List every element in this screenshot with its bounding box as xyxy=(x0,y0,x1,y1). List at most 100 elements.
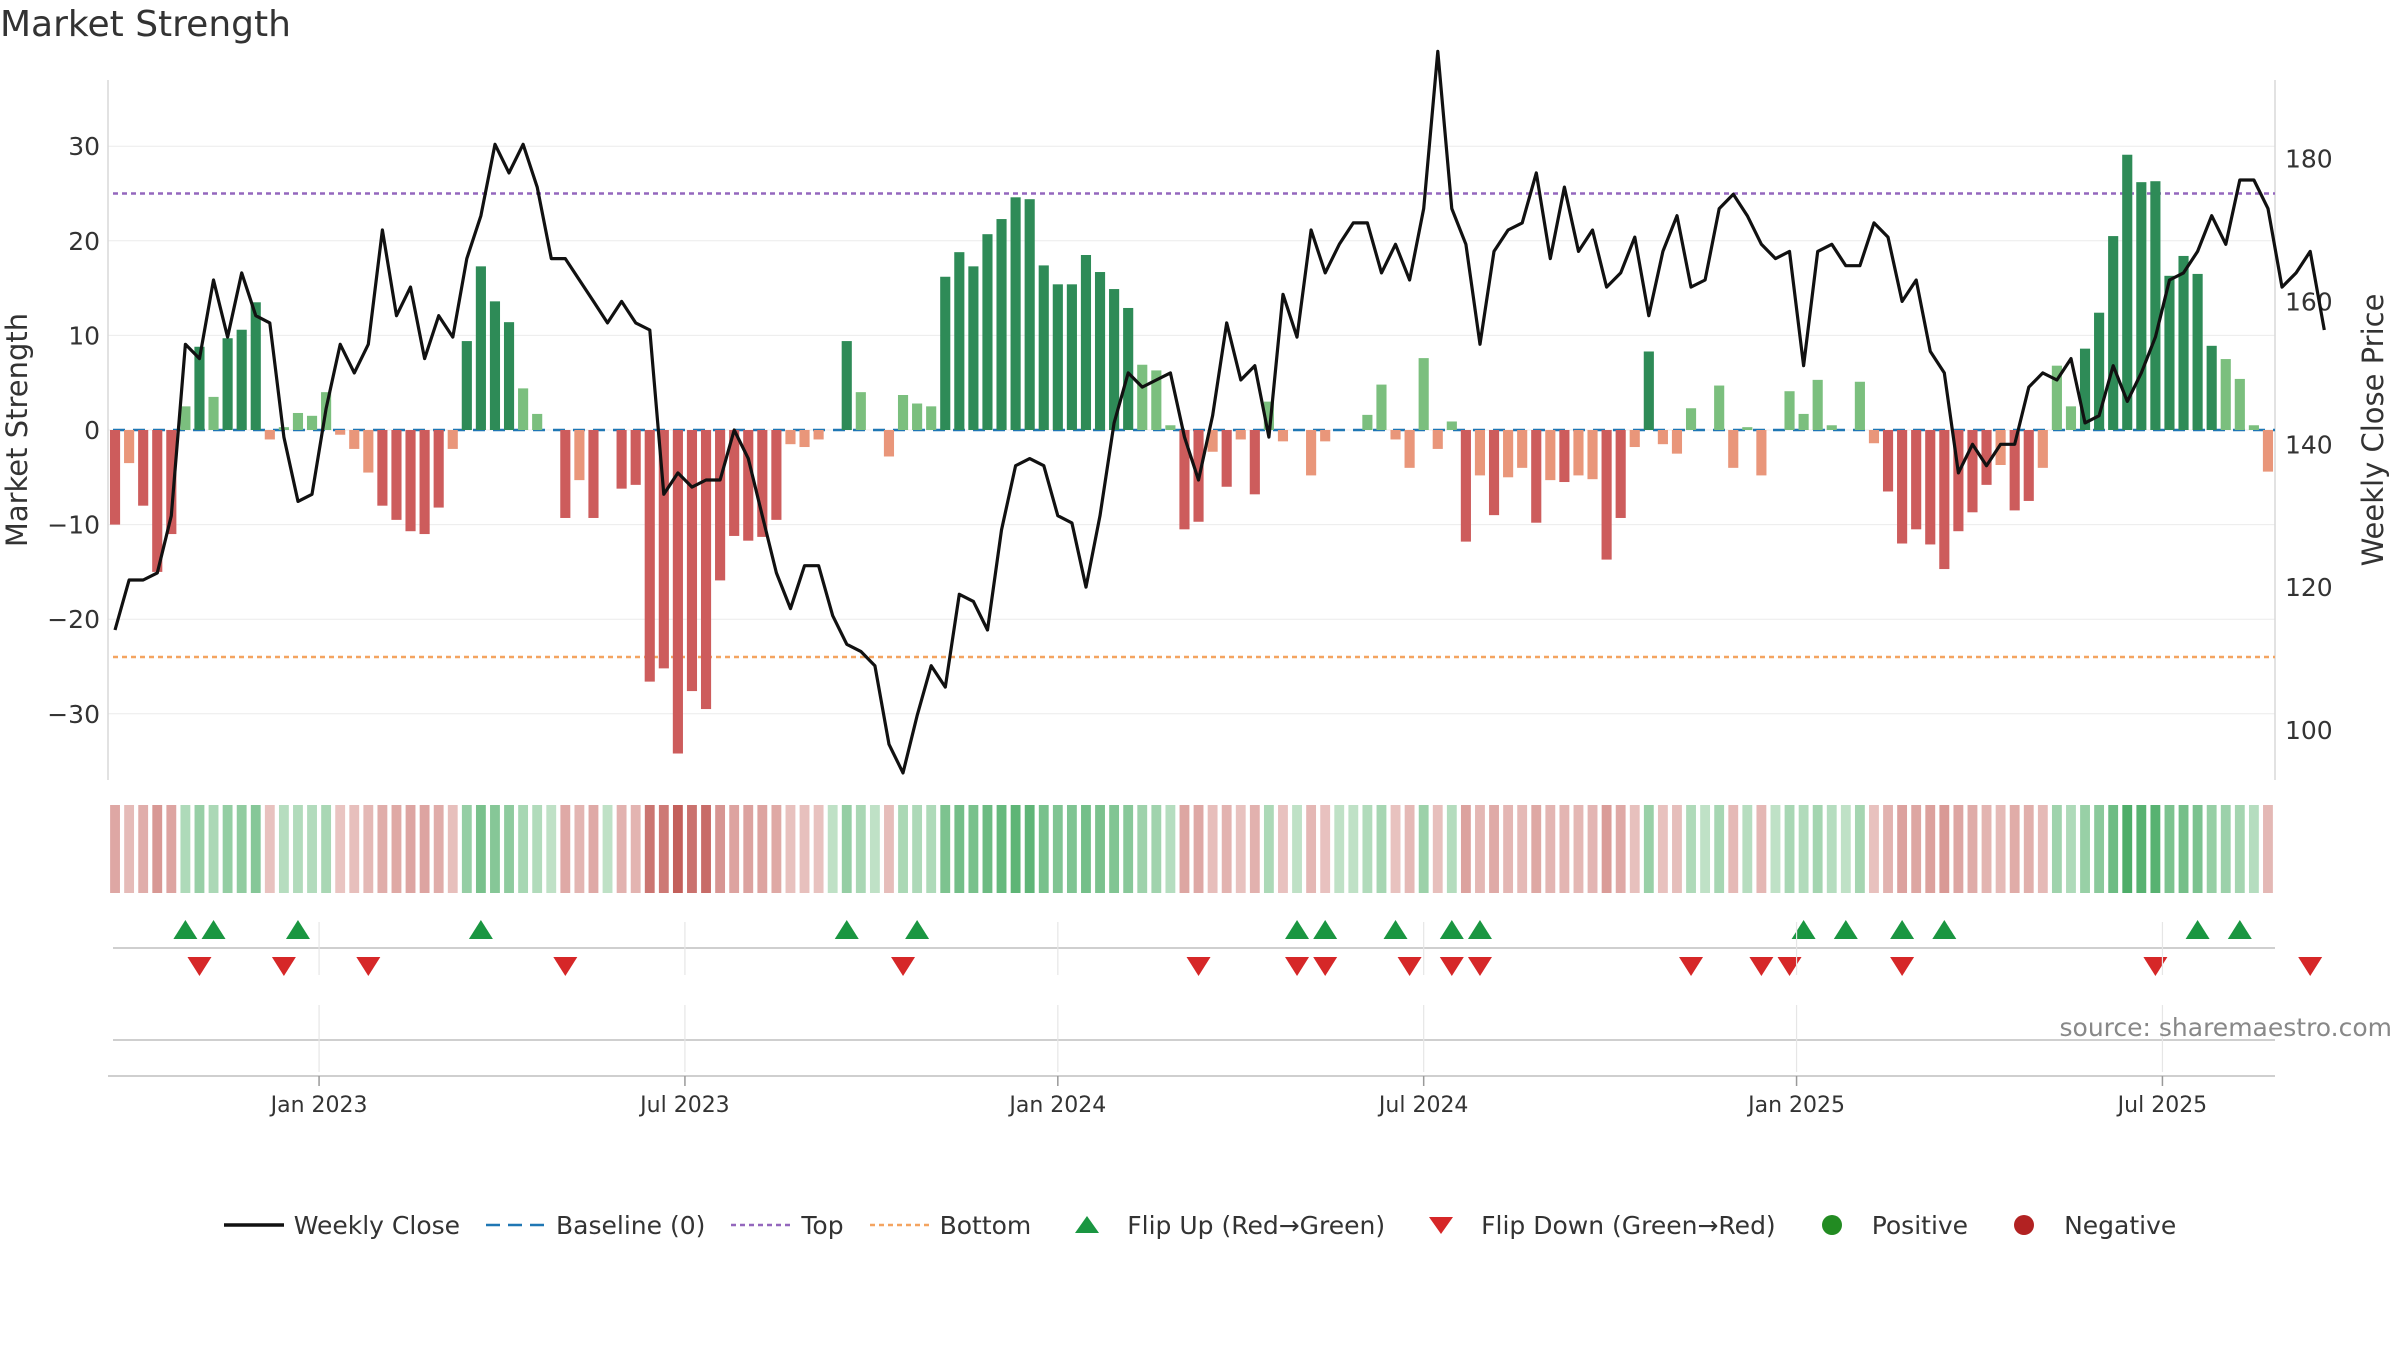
strength-bar xyxy=(1545,430,1556,481)
heat-cell xyxy=(1840,805,1851,893)
legend-label: Positive xyxy=(1871,1210,1969,1240)
strength-bar xyxy=(2122,154,2133,430)
heat-cell xyxy=(2051,805,2062,893)
heat-cell xyxy=(912,805,923,893)
heat-cell xyxy=(1390,805,1401,893)
strength-bar xyxy=(2164,275,2175,430)
flip-down-marker xyxy=(1679,957,1704,976)
flip-up-marker xyxy=(905,920,930,939)
strength-bar xyxy=(236,329,247,430)
legend: Weekly Close Baseline (0) Top Bottom Flip Up… xyxy=(0,1205,2400,1245)
strength-bar xyxy=(1868,430,1880,444)
strength-bar xyxy=(1503,430,1514,478)
heat-cell xyxy=(729,805,740,893)
y-tick-label: −10 xyxy=(47,511,100,540)
strength-bar xyxy=(1235,430,1246,440)
heat-cell xyxy=(1193,805,1204,893)
heat-cell xyxy=(827,805,838,893)
flip-down-marker xyxy=(271,957,296,976)
heat-cell xyxy=(658,805,669,893)
heat-cell xyxy=(1052,805,1063,893)
heat-cell xyxy=(743,805,754,893)
heat-cell xyxy=(560,805,571,893)
strength-bar xyxy=(2248,425,2259,430)
heat-cell xyxy=(954,805,965,893)
flip-down-marker xyxy=(2143,957,2168,976)
strength-bar xyxy=(475,266,486,430)
heat-cell xyxy=(1249,805,1260,893)
strength-bar xyxy=(799,430,810,448)
heat-cell xyxy=(869,805,880,893)
heat-cell xyxy=(2037,805,2048,893)
heat-cell xyxy=(1179,805,1190,893)
heat-cell xyxy=(1503,805,1514,893)
strength-bar xyxy=(926,406,937,430)
heat-cell xyxy=(1475,805,1485,893)
legend-item: Flip Down (Green→Red) xyxy=(1411,1211,1776,1240)
heat-cell xyxy=(1123,805,1134,893)
strength-bar xyxy=(1038,265,1049,430)
flip-down-marker xyxy=(356,957,381,976)
strength-bar xyxy=(1629,430,1640,448)
strength-bar xyxy=(264,430,275,440)
heat-cell xyxy=(307,805,317,893)
strength-bar xyxy=(1939,430,1950,570)
strength-bar xyxy=(644,430,655,682)
strength-bar xyxy=(1812,379,1823,430)
heat-cell xyxy=(2248,805,2259,893)
strength-bar xyxy=(1671,430,1683,454)
strength-bar xyxy=(1263,401,1274,430)
heat-cell xyxy=(2150,805,2161,893)
heat-cell xyxy=(1897,805,1908,893)
heat-cell xyxy=(504,805,514,893)
y-tick-label: 20 xyxy=(68,227,100,256)
strength-bar xyxy=(1179,430,1190,530)
circle-icon xyxy=(1821,1215,1842,1235)
strength-bar xyxy=(1911,430,1922,530)
flip-down-marker xyxy=(1397,957,1422,976)
heat-cell xyxy=(1460,805,1471,893)
strength-bar xyxy=(1784,391,1795,430)
heat-cell xyxy=(2122,805,2133,893)
strength-bar xyxy=(982,234,993,430)
strength-bar xyxy=(1010,197,1021,430)
heat-cell xyxy=(2192,805,2203,893)
heat-cell xyxy=(2136,805,2147,893)
heat-cell xyxy=(433,805,444,893)
heat-cell xyxy=(1573,805,1584,893)
strength-bar xyxy=(1460,430,1471,542)
strength-bar xyxy=(1390,430,1401,440)
flip-up-marker xyxy=(201,920,226,939)
heat-cell xyxy=(194,805,205,893)
heat-cell xyxy=(2263,805,2273,893)
heat-cell xyxy=(532,805,543,893)
heat-cell xyxy=(1756,805,1767,893)
strength-bar xyxy=(1995,430,2006,465)
strength-bar xyxy=(250,302,261,430)
strength-bar xyxy=(1657,430,1668,445)
heat-cell xyxy=(1587,805,1598,893)
strength-bar xyxy=(672,430,683,754)
strength-bar xyxy=(743,430,754,541)
strength-bar xyxy=(630,430,641,485)
strength-bar xyxy=(405,430,416,532)
heat-cell xyxy=(1854,805,1865,893)
strength-bar xyxy=(532,413,543,430)
heat-cell xyxy=(447,805,458,893)
heat-cell xyxy=(264,805,275,893)
strength-bar xyxy=(363,430,374,473)
heat-cell xyxy=(1784,805,1795,893)
strength-bar xyxy=(1207,430,1218,452)
heat-cell xyxy=(968,805,979,893)
x-tick-label: Jan 2023 xyxy=(269,1093,368,1118)
strength-bar xyxy=(912,403,923,430)
y2-axis-label: Weekly Close Price xyxy=(2356,294,2390,567)
x-tick-label: Jan 2025 xyxy=(1746,1093,1845,1118)
heat-cell xyxy=(1278,805,1288,893)
flip-down-marker xyxy=(1439,957,1464,976)
strength-bar xyxy=(1897,430,1908,544)
heat-cell xyxy=(771,805,782,893)
legend-label: Negative xyxy=(2064,1210,2177,1240)
strength-bar xyxy=(1306,430,1317,476)
heat-cell xyxy=(1489,805,1499,893)
